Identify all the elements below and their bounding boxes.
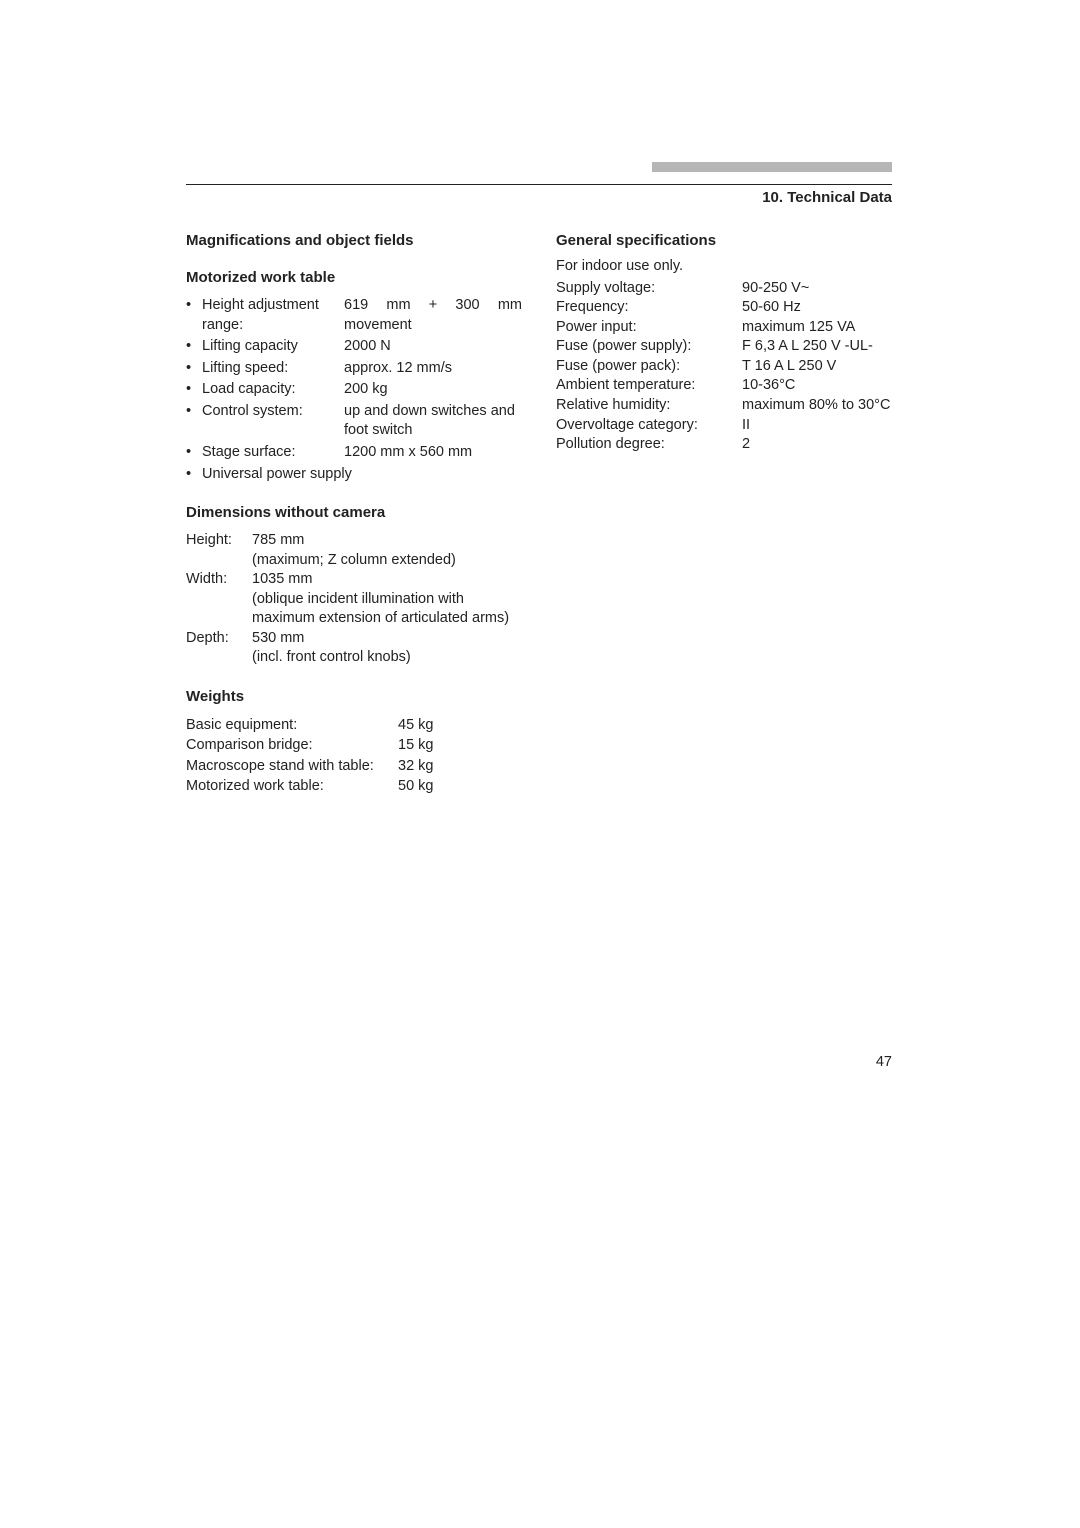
bullet-icon: •	[186, 337, 202, 357]
table-row: Supply voltage:90-250 V~	[556, 279, 892, 299]
spec-label: Frequency:	[556, 298, 742, 318]
table-row: Height: 785 mm (maximum; Z column extend…	[186, 531, 522, 570]
spec-value: 200 kg	[344, 380, 522, 400]
bullet-icon: •	[186, 296, 202, 335]
table-row: Comparison bridge: 15 kg	[186, 735, 522, 755]
weight-value: 15 kg	[398, 735, 522, 755]
chapter-title: 10. Technical Data	[186, 189, 892, 206]
heading-work-table: Motorized work table	[186, 269, 522, 286]
table-row: Overvoltage category:II	[556, 416, 892, 436]
list-item: • Lifting speed: approx. 12 mm/s	[186, 359, 522, 379]
dim-value: 785 mm	[252, 531, 522, 551]
bullet-icon: •	[186, 380, 202, 400]
table-row: Motorized work table: 50 kg	[186, 776, 522, 796]
dim-note: (oblique incident illumination with maxi…	[252, 590, 522, 629]
heading-general-spec: General specifications	[556, 232, 892, 249]
header-rule	[186, 184, 892, 185]
list-item: • Universal power supply	[186, 465, 522, 485]
list-item: • Load capacity: 200 kg	[186, 380, 522, 400]
spec-label: Lifting capacity	[202, 337, 344, 357]
spec-label: Stage surface:	[202, 443, 344, 463]
spec-label: Universal power supply	[202, 465, 522, 485]
spec-value: 2000 N	[344, 337, 522, 357]
dim-value: 1035 mm	[252, 570, 522, 590]
list-item: • Stage surface: 1200 mm x 560 mm	[186, 443, 522, 463]
table-row: Macroscope stand with table: 32 kg	[186, 756, 522, 776]
spec-label: Height adjustment range:	[202, 296, 344, 335]
table-row: Relative humidity:maximum 80% to 30°C	[556, 396, 892, 416]
spec-value: 50-60 Hz	[742, 298, 892, 318]
spec-value: T 16 A L 250 V	[742, 357, 892, 377]
header-grey-bar	[652, 162, 892, 172]
weight-label: Macroscope stand with table:	[186, 756, 398, 776]
weight-label: Basic equipment:	[186, 715, 398, 735]
bullet-icon: •	[186, 465, 202, 485]
spec-value: II	[742, 416, 892, 436]
weight-value: 50 kg	[398, 776, 522, 796]
dim-label: Height:	[186, 531, 252, 570]
spec-label: Relative humidity:	[556, 396, 742, 416]
spec-value: 1200 mm x 560 mm	[344, 443, 522, 463]
dimensions-table: Height: 785 mm (maximum; Z column extend…	[186, 531, 522, 668]
table-row: Basic equipment: 45 kg	[186, 715, 522, 735]
spec-value: 619 mm + 300 mm movement	[344, 296, 522, 335]
spec-value: approx. 12 mm/s	[344, 359, 522, 379]
spec-label: Fuse (power supply):	[556, 337, 742, 357]
list-item: • Lifting capacity 2000 N	[186, 337, 522, 357]
page-number: 47	[876, 1054, 892, 1070]
heading-magnifications: Magnifications and object fields	[186, 232, 522, 249]
spec-value: 10-36°C	[742, 376, 892, 396]
bullet-icon: •	[186, 443, 202, 463]
weight-value: 45 kg	[398, 715, 522, 735]
weight-label: Comparison bridge:	[186, 735, 398, 755]
dim-label: Width:	[186, 570, 252, 629]
spec-value: F 6,3 A L 250 V -UL-	[742, 337, 892, 357]
weight-label: Motorized work table:	[186, 776, 398, 796]
spec-value: maximum 125 VA	[742, 318, 892, 338]
spec-value: maximum 80% to 30°C	[742, 396, 892, 416]
table-row: Frequency:50-60 Hz	[556, 298, 892, 318]
heading-dimensions: Dimensions without camera	[186, 504, 522, 521]
general-spec-table: For indoor use only. Supply voltage:90-2…	[556, 257, 892, 455]
dim-value: 530 mm	[252, 629, 522, 649]
table-row: Width: 1035 mm (oblique incident illumin…	[186, 570, 522, 629]
table-row: Pollution degree:2	[556, 435, 892, 455]
spec-label: Load capacity:	[202, 380, 344, 400]
table-row: Power input:maximum 125 VA	[556, 318, 892, 338]
bullet-icon: •	[186, 359, 202, 379]
spec-label: Ambient temperature:	[556, 376, 742, 396]
weight-value: 32 kg	[398, 756, 522, 776]
table-row: Fuse (power pack):T 16 A L 250 V	[556, 357, 892, 377]
spec-label: Lifting speed:	[202, 359, 344, 379]
dim-note: (incl. front control knobs)	[252, 648, 522, 668]
spec-label: Power input:	[556, 318, 742, 338]
spec-label: Fuse (power pack):	[556, 357, 742, 377]
spec-label: Pollution degree:	[556, 435, 742, 455]
list-item: • Height adjustment range: 619 mm + 300 …	[186, 296, 522, 335]
weights-table: Basic equipment: 45 kg Comparison bridge…	[186, 715, 522, 796]
dim-note: (maximum; Z column extended)	[252, 551, 522, 571]
bullet-icon: •	[186, 402, 202, 441]
table-row: Fuse (power supply):F 6,3 A L 250 V -UL-	[556, 337, 892, 357]
spec-label: Supply voltage:	[556, 279, 742, 299]
spec-label: Control system:	[202, 402, 344, 441]
spec-value: 2	[742, 435, 892, 455]
spec-value: up and down switches and foot switch	[344, 402, 522, 441]
dim-label: Depth:	[186, 629, 252, 668]
spec-label: Overvoltage category:	[556, 416, 742, 436]
spec-value: 90-250 V~	[742, 279, 892, 299]
table-row: Ambient temperature:10-36°C	[556, 376, 892, 396]
indoor-note: For indoor use only.	[556, 257, 892, 277]
list-item: • Control system: up and down switches a…	[186, 402, 522, 441]
heading-weights: Weights	[186, 688, 522, 705]
work-table-list: • Height adjustment range: 619 mm + 300 …	[186, 296, 522, 484]
table-row: Depth: 530 mm (incl. front control knobs…	[186, 629, 522, 668]
